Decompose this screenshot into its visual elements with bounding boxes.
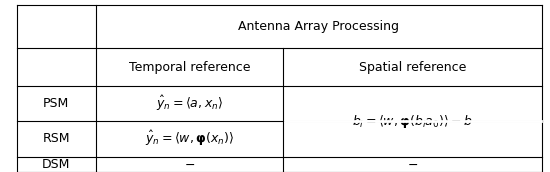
Text: $-$: $-$	[184, 158, 195, 171]
Text: $\hat{y}_n = \langle \mathbf{\mathit{a}}, \mathbf{\mathit{x}}_n \rangle$: $\hat{y}_n = \langle \mathbf{\mathit{a}}…	[156, 94, 223, 113]
Text: RSM: RSM	[43, 132, 70, 145]
Text: PSM: PSM	[43, 97, 69, 110]
Text: Temporal reference: Temporal reference	[129, 61, 250, 74]
Text: $-$: $-$	[407, 158, 418, 171]
Text: Antenna Array Processing: Antenna Array Processing	[239, 20, 399, 33]
Text: Spatial reference: Spatial reference	[359, 61, 466, 74]
Text: DSM: DSM	[42, 158, 70, 171]
Text: $b_i = \langle \mathbf{\mathit{w}}, \boldsymbol{\varphi}(b_i \mathbf{\mathit{a}}: $b_i = \langle \mathbf{\mathit{w}}, \bol…	[352, 113, 473, 130]
Text: $\hat{y}_n = \langle \mathbf{\mathit{w}}, \boldsymbol{\varphi}(\mathbf{\mathit{x: $\hat{y}_n = \langle \mathbf{\mathit{w}}…	[145, 129, 234, 148]
